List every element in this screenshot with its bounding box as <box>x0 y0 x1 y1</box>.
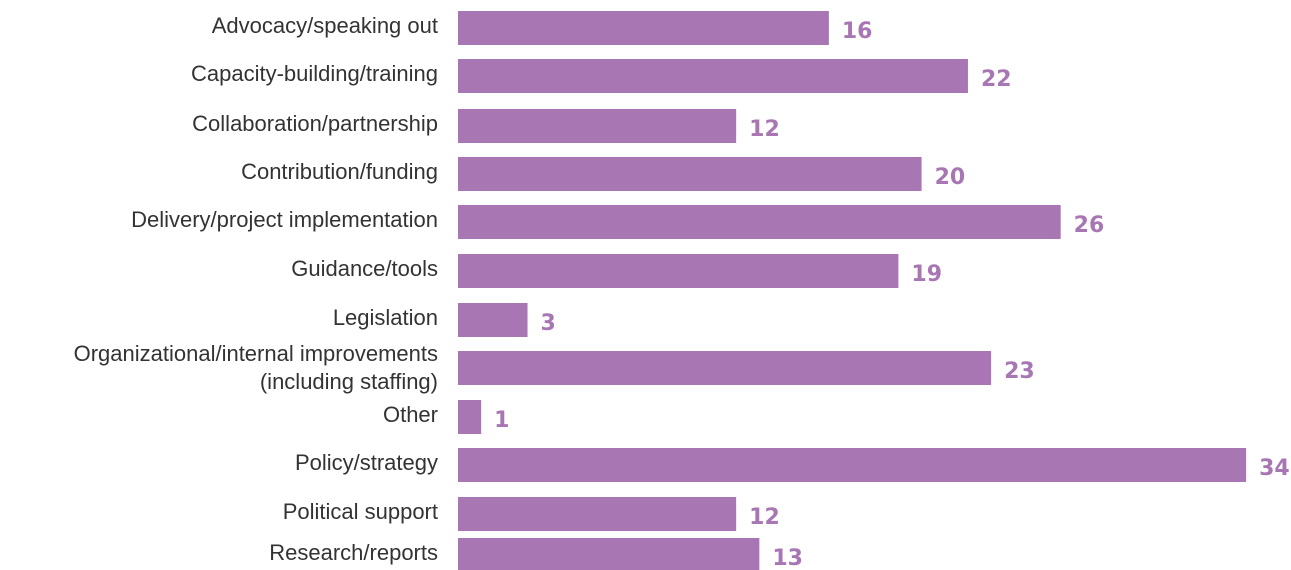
bar <box>458 254 899 288</box>
bar <box>458 497 737 531</box>
value-label: 12 <box>749 505 780 530</box>
value-label: 26 <box>1074 213 1105 238</box>
value-label: 22 <box>981 67 1012 92</box>
bar <box>458 448 1247 482</box>
value-label: 12 <box>749 117 780 142</box>
bar <box>458 538 760 570</box>
category-label: Legislation <box>333 305 438 330</box>
bar <box>458 205 1061 239</box>
value-label: 1 <box>494 408 509 433</box>
bar <box>458 109 737 143</box>
category-label: Collaboration/partnership <box>192 111 438 136</box>
category-label: Delivery/project implementation <box>131 207 438 232</box>
category-label: Other <box>383 402 438 427</box>
category-label: Policy/strategy <box>295 450 438 475</box>
category-label: Capacity-building/training <box>191 61 438 86</box>
bar <box>458 11 829 45</box>
category-label: (including staffing) <box>260 369 438 394</box>
value-label: 16 <box>842 19 873 44</box>
bar <box>458 400 482 434</box>
value-label: 23 <box>1004 359 1035 384</box>
bar <box>458 303 528 337</box>
bar <box>458 59 968 93</box>
bar <box>458 351 992 385</box>
value-label: 3 <box>541 311 556 336</box>
value-label: 19 <box>911 262 942 287</box>
category-label: Organizational/internal improvements <box>74 341 438 366</box>
value-label: 20 <box>935 165 966 190</box>
category-label: Political support <box>283 499 438 524</box>
category-label: Guidance/tools <box>291 256 438 281</box>
category-label: Advocacy/speaking out <box>212 13 438 38</box>
value-label: 13 <box>772 546 803 570</box>
category-label: Research/reports <box>269 540 438 565</box>
bar <box>458 157 922 191</box>
category-label: Contribution/funding <box>241 159 438 184</box>
value-label: 34 <box>1259 456 1290 481</box>
